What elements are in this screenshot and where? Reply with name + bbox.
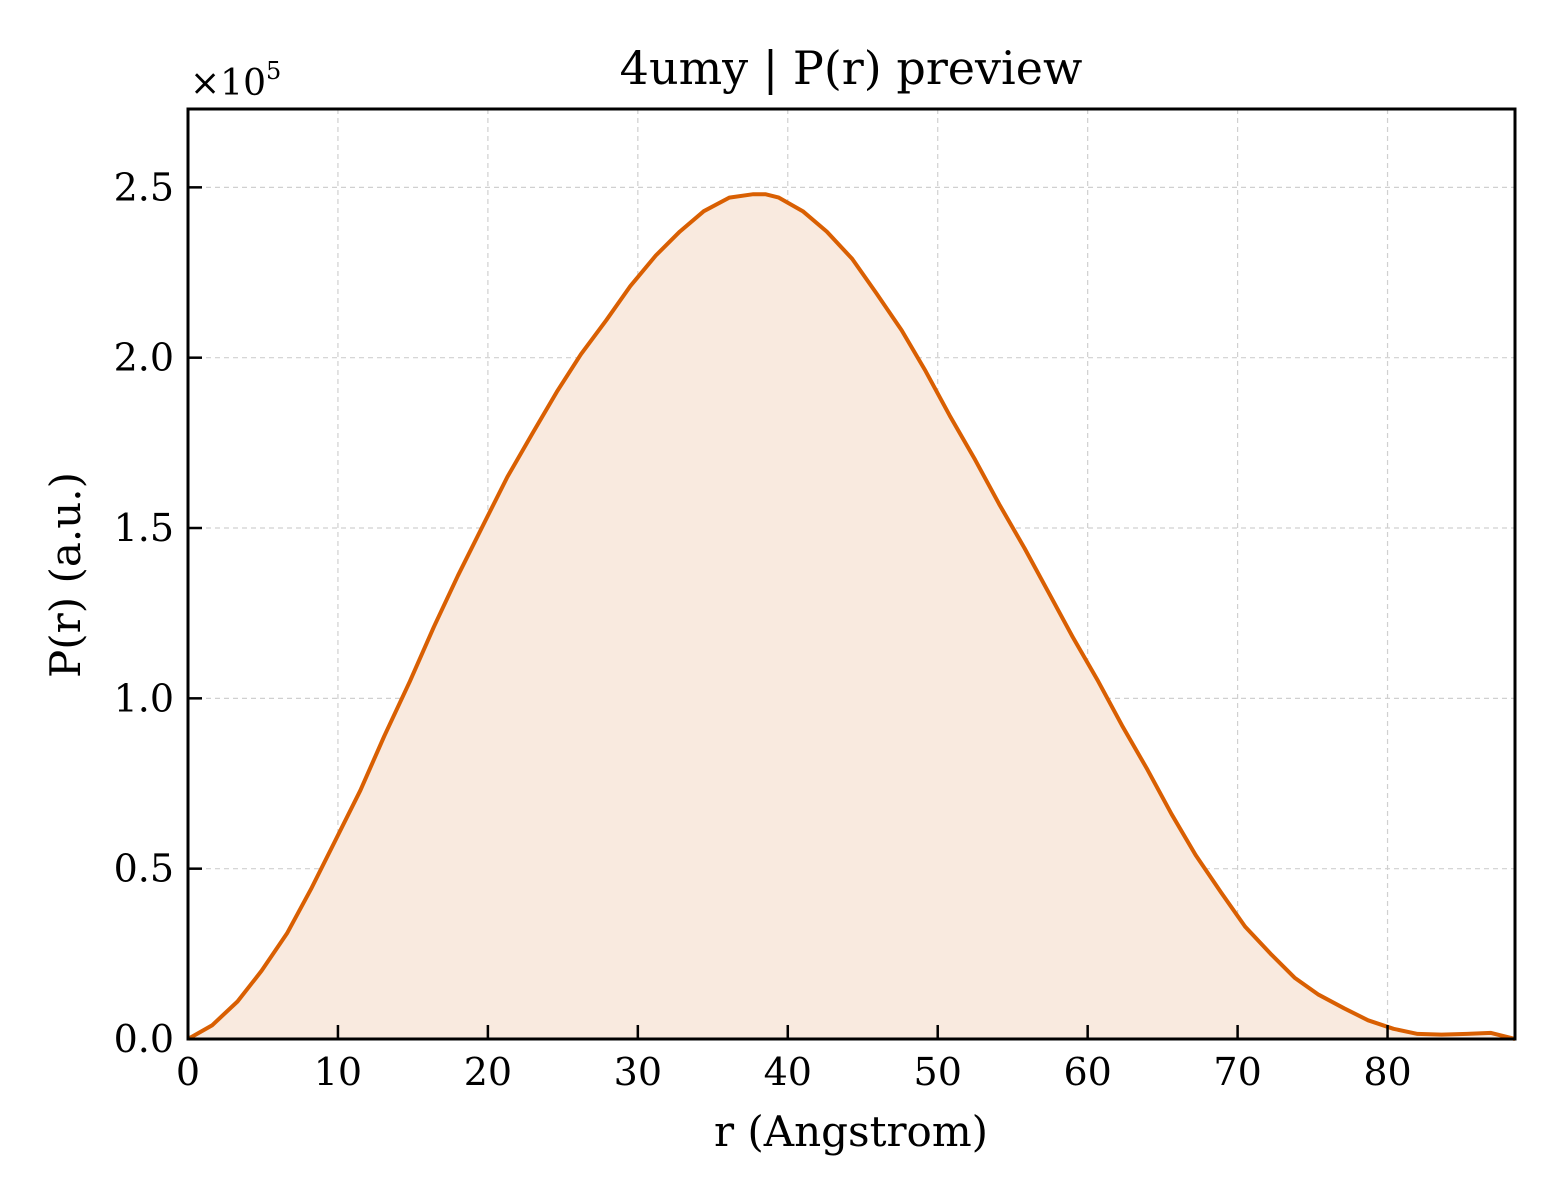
x-axis-label: r (Angstrom) [714,1107,988,1156]
y-multiplier-base: ×10 [190,63,266,104]
y-multiplier-exponent: 5 [266,57,281,85]
y-axis-multiplier: ×105 [190,57,281,104]
x-tick-label: 50 [914,1050,962,1094]
x-tick-label: 0 [176,1050,200,1094]
area-fill [188,194,1515,1039]
y-axis-label: P(r) (a.u.) [41,472,90,678]
y-tick-label: 2.5 [114,165,174,209]
y-tick-label: 0.0 [114,1017,174,1061]
x-tick-label: 80 [1363,1050,1411,1094]
x-tick-label: 60 [1063,1050,1111,1094]
y-tick-label: 2.0 [114,336,174,380]
tick-labels: 0 10 20 30 40 50 60 70 80 0.0 0.5 1.0 1.5 2.0 2.5 [114,165,1412,1094]
chart-title: 4umy | P(r) preview [620,41,1083,95]
x-tick-label: 10 [314,1050,362,1094]
x-tick-label: 20 [464,1050,512,1094]
series-line [187,192,1516,1041]
x-tick-label: 30 [614,1050,662,1094]
y-tick-label: 0.5 [114,847,174,891]
y-tick-label: 1.0 [114,676,174,720]
plot-frame [186,107,1517,1041]
y-tick-label: 1.5 [114,506,174,550]
x-tick-label: 70 [1213,1050,1261,1094]
x-tick-label: 40 [764,1050,812,1094]
